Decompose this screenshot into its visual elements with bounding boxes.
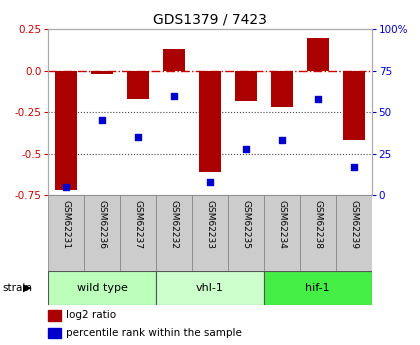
Point	[350, 164, 357, 169]
Bar	[55, 71, 77, 190]
Text: GSM62236: GSM62236	[98, 200, 107, 249]
Point	[243, 146, 249, 151]
Bar	[264, 195, 300, 271]
Text: log2 ratio: log2 ratio	[66, 310, 116, 321]
Text: strain: strain	[2, 283, 32, 293]
Bar	[48, 271, 156, 305]
Point	[63, 184, 70, 189]
Bar	[48, 310, 60, 321]
Text: GSM62233: GSM62233	[205, 200, 215, 249]
Text: GSM62239: GSM62239	[349, 200, 358, 249]
Bar	[156, 195, 192, 271]
Bar	[92, 71, 113, 74]
Bar	[336, 195, 372, 271]
Point	[99, 118, 105, 123]
Bar	[84, 195, 120, 271]
Text: hif-1: hif-1	[305, 283, 330, 293]
Bar	[271, 71, 293, 107]
Text: GSM62234: GSM62234	[277, 200, 286, 249]
Bar	[235, 71, 257, 100]
Point	[135, 134, 142, 140]
Bar	[120, 195, 156, 271]
Bar	[48, 195, 84, 271]
Point	[171, 93, 177, 98]
Text: GSM62237: GSM62237	[134, 200, 143, 249]
Bar	[48, 328, 60, 338]
Bar	[156, 271, 264, 305]
Bar	[192, 195, 228, 271]
Point	[278, 138, 285, 143]
Text: wild type: wild type	[77, 283, 128, 293]
Text: GSM62231: GSM62231	[62, 200, 71, 249]
Bar	[163, 49, 185, 71]
Text: GSM62238: GSM62238	[313, 200, 322, 249]
Bar	[228, 195, 264, 271]
Bar	[300, 195, 336, 271]
Bar	[307, 38, 328, 71]
Text: percentile rank within the sample: percentile rank within the sample	[66, 328, 242, 338]
Text: GSM62235: GSM62235	[241, 200, 250, 249]
Bar	[343, 71, 365, 140]
Text: GSM62232: GSM62232	[170, 200, 178, 249]
Bar	[199, 71, 221, 172]
Text: vhl-1: vhl-1	[196, 283, 224, 293]
Bar	[264, 271, 372, 305]
Point	[315, 96, 321, 102]
Text: GDS1379 / 7423: GDS1379 / 7423	[153, 12, 267, 26]
Point	[207, 179, 213, 185]
Text: ▶: ▶	[23, 283, 32, 293]
Bar	[127, 71, 149, 99]
